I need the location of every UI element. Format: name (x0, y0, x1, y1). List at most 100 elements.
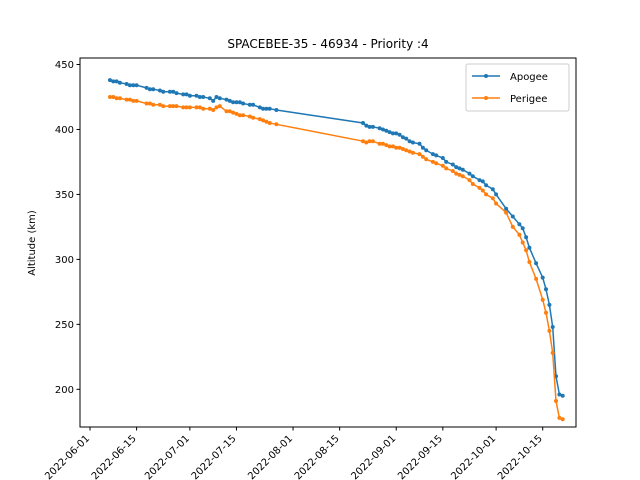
apogee-point-50 (400, 135, 405, 140)
perigee-point-57 (430, 159, 435, 164)
y-axis-label: Altitude (km) (27, 210, 38, 276)
apogee-point-17 (184, 92, 189, 97)
perigee-point-81 (547, 328, 552, 333)
apogee-point-76 (524, 235, 529, 240)
apogee-point-44 (380, 127, 385, 132)
apogee-point-9 (147, 87, 152, 92)
perigee-point-74 (517, 232, 522, 237)
perigee-point-63 (457, 172, 462, 177)
apogee-point-26 (224, 97, 229, 102)
perigee-point-21 (201, 106, 206, 111)
perigee-point-3 (117, 96, 122, 101)
perigee-point-68 (480, 188, 485, 193)
perigee-point-47 (390, 144, 395, 149)
perigee-point-9 (147, 101, 152, 106)
perigee-point-10 (151, 102, 156, 107)
perigee-point-52 (407, 149, 412, 154)
perigee-point-43 (377, 141, 382, 146)
apogee-point-51 (404, 136, 409, 141)
perigee-point-35 (261, 118, 266, 123)
perigee-point-4 (124, 97, 129, 102)
perigee-point-65 (467, 178, 472, 183)
apogee-point-72 (504, 206, 509, 211)
y-tick-label-200: 200 (55, 385, 74, 396)
perigee-point-2 (114, 96, 119, 101)
y-tick-label-300: 300 (55, 255, 74, 266)
apogee-point-69 (484, 183, 489, 188)
apogee-point-45 (384, 128, 389, 133)
perigee-point-16 (181, 105, 186, 110)
perigee-point-1 (111, 95, 116, 99)
apogee-point-68 (480, 179, 485, 184)
y-axis-ticks: 200 250 300 350 400 450 (55, 60, 80, 396)
perigee-point-46 (387, 144, 392, 149)
perigee-point-82 (550, 350, 555, 355)
apogee-point-55 (420, 145, 425, 150)
perigee-point-75 (520, 240, 525, 245)
perigee-point-15 (174, 104, 179, 109)
perigee-point-32 (247, 114, 252, 119)
perigee-point-49 (397, 145, 402, 150)
apogee-point-6 (131, 83, 136, 88)
apogee-point-35 (261, 106, 266, 111)
apogee-point-77 (527, 245, 532, 250)
apogee-point-24 (214, 95, 219, 99)
perigee-point-7 (134, 98, 139, 103)
apogee-point-4 (124, 82, 129, 86)
apogee-point-43 (377, 126, 382, 131)
perigee-point-69 (484, 192, 489, 197)
perigee-point-26 (224, 109, 229, 114)
apogee-point-22 (207, 96, 212, 101)
perigee-point-50 (400, 147, 405, 151)
apogee-point-15 (174, 91, 179, 96)
perigee-point-22 (207, 106, 212, 111)
y-tick-label-450: 450 (55, 60, 74, 71)
apogee-point-27 (227, 98, 232, 103)
legend-apogee-marker (484, 74, 488, 78)
apogee-point-70 (490, 187, 495, 192)
perigee-point-45 (384, 143, 389, 148)
perigee-point-71 (494, 201, 499, 206)
perigee-point-77 (527, 260, 532, 264)
perigee-point-31 (241, 113, 246, 118)
perigee-point-53 (410, 150, 415, 155)
apogee-point-10 (151, 87, 156, 92)
perigee-point-80 (544, 310, 548, 315)
perigee-point-58 (434, 161, 439, 166)
apogee-point-48 (394, 131, 399, 136)
apogee-point-3 (117, 80, 122, 85)
perigee-point-56 (424, 157, 429, 162)
apogee-point-18 (187, 93, 192, 98)
y-tick-label-400: 400 (55, 125, 74, 136)
apogee-point-42 (370, 124, 375, 129)
apogee-point-79 (540, 275, 545, 280)
y-tick-label-350: 350 (55, 190, 74, 201)
apogee-point-7 (134, 83, 139, 88)
apogee-point-41 (367, 124, 372, 129)
apogee-point-2 (114, 79, 119, 84)
perigee-point-30 (237, 113, 242, 118)
apogee-point-57 (430, 152, 435, 157)
perigee-point-28 (231, 110, 236, 115)
apogee-point-66 (470, 174, 475, 179)
perigee-point-79 (540, 297, 545, 302)
perigee-point-36 (264, 119, 269, 124)
perigee-point-60 (444, 166, 449, 171)
apogee-point-73 (510, 214, 515, 219)
legend-perigee-label: Perigee (510, 94, 547, 105)
apogee-point-75 (520, 226, 525, 231)
perigee-point-61 (450, 169, 455, 173)
apogee-point-12 (161, 89, 166, 94)
perigee-point-72 (504, 210, 509, 215)
apogee-point-60 (444, 159, 449, 164)
perigee-point-39 (361, 139, 365, 144)
perigee-point-48 (394, 145, 399, 150)
perigee-point-6 (131, 98, 136, 103)
perigee-point-12 (161, 104, 166, 109)
perigee-point-62 (454, 171, 459, 176)
apogee-point-80 (544, 287, 548, 292)
apogee-point-25 (217, 96, 222, 101)
perigee-point-55 (420, 154, 425, 159)
apogee-point-28 (231, 100, 236, 105)
